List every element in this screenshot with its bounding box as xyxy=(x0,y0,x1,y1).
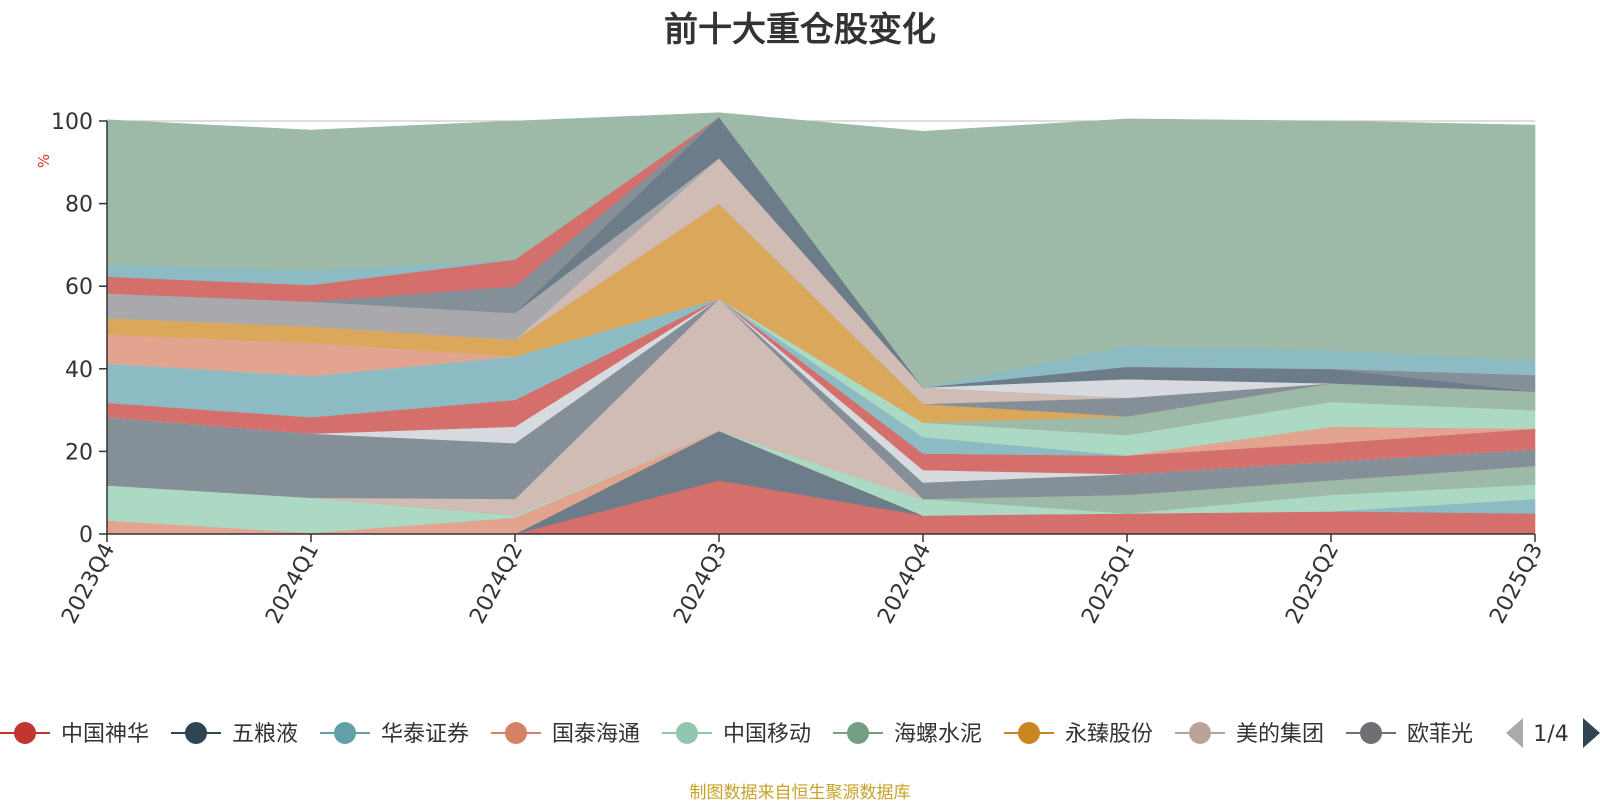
legend-marker xyxy=(1360,722,1382,744)
y-tick-label: 20 xyxy=(65,440,93,465)
x-tick-label: 2024Q3 xyxy=(669,539,732,628)
y-tick-label: 0 xyxy=(79,523,93,548)
x-tick-label: 2025Q3 xyxy=(1485,539,1548,628)
legend-page-indicator: 1/4 xyxy=(1533,722,1568,747)
legend-marker xyxy=(14,722,36,744)
area-layer xyxy=(106,112,1536,535)
x-tick-label: 2025Q1 xyxy=(1077,539,1140,628)
legend-marker xyxy=(1189,722,1211,744)
legend-label: 国泰海通 xyxy=(552,722,640,747)
legend-item[interactable]: 永臻股份 xyxy=(1004,722,1153,747)
y-axis-unit: % xyxy=(35,154,53,168)
source-note: 制图数据来自恒生聚源数据库 xyxy=(689,783,911,803)
legend-item[interactable]: 五粮液 xyxy=(171,722,298,747)
legend-pager: 1/4 xyxy=(1506,718,1600,748)
legend-item[interactable]: 中国神华 xyxy=(0,722,149,747)
legend-item[interactable]: 海螺水泥 xyxy=(833,722,982,747)
legend-next-arrow-icon[interactable] xyxy=(1583,718,1600,748)
legend-item[interactable]: 美的集团 xyxy=(1175,722,1324,747)
legend-item[interactable]: 欧菲光 xyxy=(1346,722,1473,747)
legend-label: 美的集团 xyxy=(1236,722,1324,747)
chart-title: 前十大重仓股变化 xyxy=(664,10,936,50)
legend-marker xyxy=(676,722,698,744)
legend-label: 五粮液 xyxy=(232,722,298,747)
x-tick-label: 2024Q1 xyxy=(261,539,324,628)
x-tick-label: 2024Q4 xyxy=(873,539,936,628)
legend-label: 海螺水泥 xyxy=(894,722,982,747)
x-tick-label: 2024Q2 xyxy=(465,539,528,628)
y-tick-label: 80 xyxy=(65,193,93,218)
legend-marker xyxy=(334,722,356,744)
area-series-26 xyxy=(106,112,1536,388)
legend-label: 中国神华 xyxy=(61,722,149,747)
y-tick-label: 100 xyxy=(51,110,93,135)
legend-item[interactable]: 华泰证券 xyxy=(320,722,469,747)
legend-marker xyxy=(847,722,869,744)
legend-label: 永臻股份 xyxy=(1065,722,1153,747)
legend-marker xyxy=(1018,722,1040,744)
legend-label: 中国移动 xyxy=(723,722,811,747)
y-tick-label: 60 xyxy=(65,275,93,300)
legend-items: 中国神华 五粮液 华泰证券 国泰海通 中国移动 海螺水泥 永臻股份 美的集团 欧菲光 xyxy=(0,722,1473,747)
legend-prev-arrow-icon[interactable] xyxy=(1506,718,1523,748)
legend-marker xyxy=(505,722,527,744)
x-tick-label: 2023Q4 xyxy=(57,539,120,628)
y-tick-label: 40 xyxy=(65,358,93,383)
legend-marker xyxy=(185,722,207,744)
x-tick-label: 2025Q2 xyxy=(1281,539,1344,628)
legend-item[interactable]: 中国移动 xyxy=(662,722,811,747)
legend-label: 华泰证券 xyxy=(381,722,469,747)
legend-item[interactable]: 国泰海通 xyxy=(491,722,640,747)
legend: 中国神华 五粮液 华泰证券 国泰海通 中国移动 海螺水泥 永臻股份 美的集团 欧菲光 xyxy=(0,722,1473,747)
legend-label: 欧菲光 xyxy=(1407,722,1473,747)
